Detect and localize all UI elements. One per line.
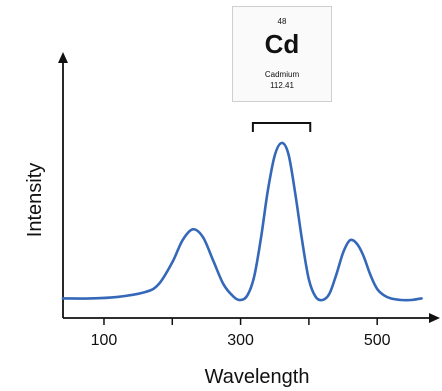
periodic-element-card: 48 Cd Cadmium 112.41 — [232, 6, 332, 102]
y-axis-arrow — [58, 52, 68, 63]
y-axis-label: Intensity — [24, 163, 46, 237]
element-name: Cadmium — [264, 70, 300, 79]
x-tick-label: 300 — [227, 332, 254, 349]
x-axis-ticks — [103, 318, 378, 325]
x-axis-tick-labels: 100 300 500 — [91, 332, 391, 349]
atomic-number: 48 — [277, 17, 287, 26]
x-axis-arrow — [429, 313, 440, 323]
series-line — [61, 141, 423, 302]
axes — [58, 52, 440, 323]
highlight-bracket — [251, 122, 312, 132]
atomic-mass: 112.41 — [270, 81, 294, 90]
x-tick-label: 100 — [91, 332, 118, 349]
element-symbol: Cd — [264, 29, 300, 59]
x-axis-label: Wavelength — [205, 366, 310, 388]
x-tick-label: 500 — [364, 332, 391, 349]
